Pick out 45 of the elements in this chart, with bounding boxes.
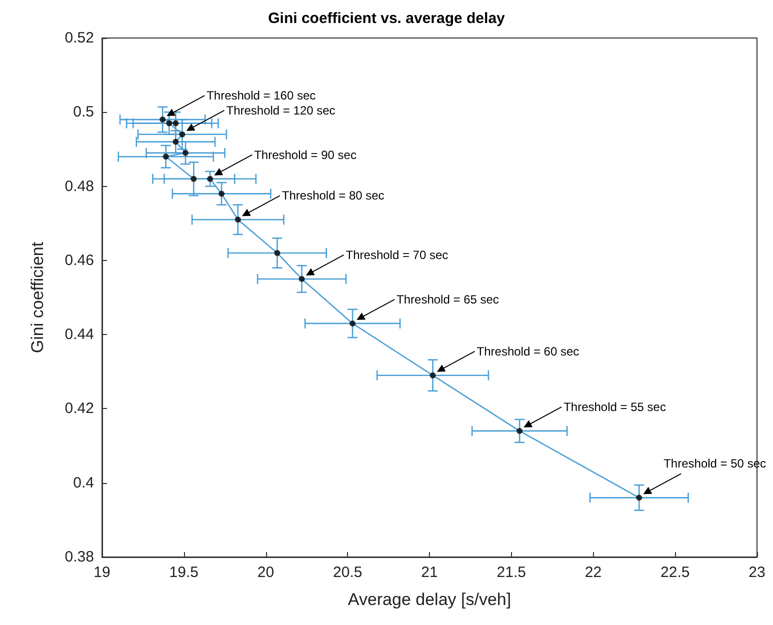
y-tick-label: 0.44 — [64, 326, 94, 344]
point — [430, 372, 436, 378]
y-tick-label: 0.5 — [73, 104, 94, 121]
point — [160, 116, 166, 123]
x-tick-label: 19.5 — [169, 564, 198, 581]
x-tick-label: 20.5 — [333, 564, 362, 581]
y-axis-title: Gini coefficient — [28, 242, 47, 354]
x-tick-label: 21.5 — [496, 564, 526, 581]
annotation: Threshold = 160 sec — [206, 88, 316, 103]
y-tick-label: 0.52 — [64, 30, 94, 46]
point — [207, 176, 214, 182]
annotation: Threshold = 90 sec — [254, 148, 356, 162]
point — [182, 150, 189, 156]
point — [234, 216, 241, 223]
point — [516, 428, 523, 434]
point — [190, 176, 197, 182]
x-tick-label: 23 — [748, 564, 766, 581]
y-tick-label: 0.46 — [64, 252, 94, 269]
y-tick-label: 0.42 — [64, 400, 94, 418]
point — [636, 494, 642, 501]
annotation: Threshold = 55 sec — [564, 400, 666, 414]
x-tick-label: 22.5 — [660, 564, 690, 581]
x-tick-label: 21 — [421, 564, 438, 581]
x-tick-label: 20 — [257, 564, 274, 581]
point — [274, 250, 280, 256]
point — [218, 190, 225, 197]
annotation: Threshold = 80 sec — [282, 188, 384, 203]
x-tick-label: 22 — [584, 564, 602, 581]
point — [179, 131, 186, 138]
point — [298, 276, 305, 282]
point — [162, 154, 169, 160]
y-tick-label: 0.4 — [73, 474, 94, 492]
chart-title: Gini coefficient vs. average delay — [268, 10, 506, 27]
x-tick-label: 19 — [94, 564, 110, 581]
point — [350, 320, 356, 326]
y-tick-label: 0.38 — [64, 548, 94, 566]
y-tick-label: 0.48 — [64, 178, 94, 195]
annotation: Threshold = 70 sec — [346, 248, 448, 262]
annotation: Threshold = 120 sec — [226, 103, 336, 118]
annotation: Threshold = 65 sec — [396, 292, 499, 306]
point — [166, 120, 172, 126]
annotation: Threshold = 60 sec — [476, 344, 580, 358]
x-axis-title: Average delay [s/veh] — [348, 590, 512, 609]
point — [172, 138, 179, 145]
point — [172, 120, 179, 126]
